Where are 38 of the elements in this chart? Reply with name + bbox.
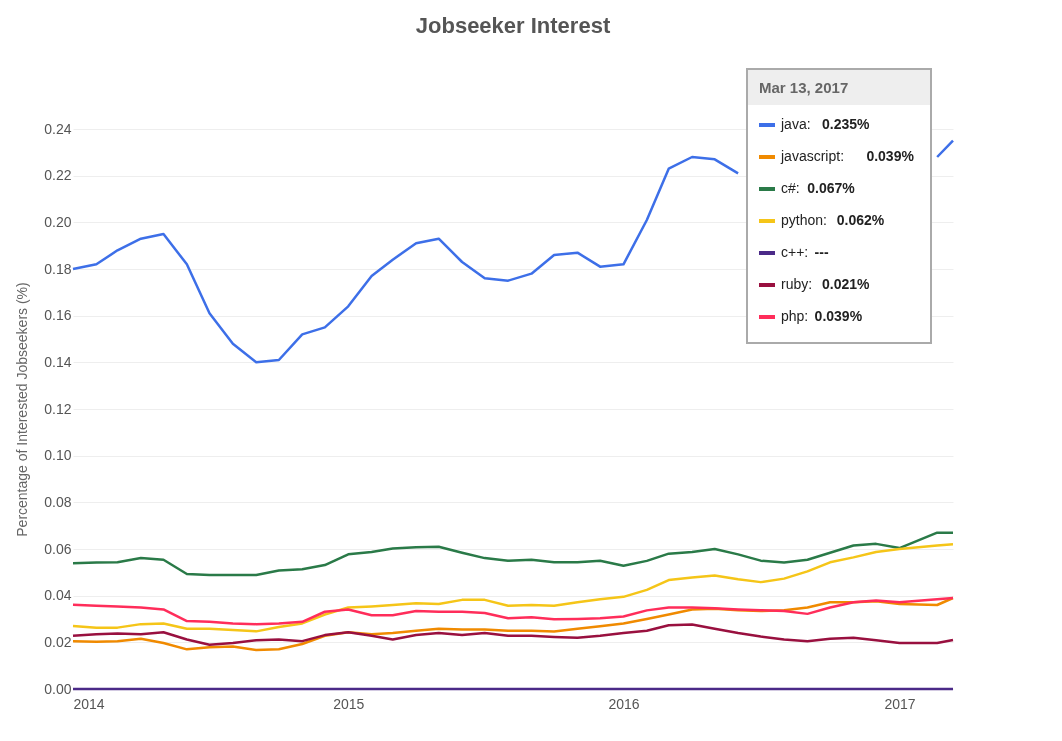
legend-title: Mar 13, 2017 (759, 79, 849, 96)
annotation: 0.235% (822, 116, 871, 132)
legend-label: ruby: (781, 276, 813, 292)
legend-label: php: (781, 308, 809, 324)
y-tick-label: 0.00 (44, 680, 72, 697)
y-tick-label: 0.14 (44, 353, 72, 370)
y-tick-label: 0.02 (44, 633, 72, 650)
line-series (71, 596, 955, 626)
x-tick-label: 2016 (608, 695, 640, 712)
y-axis-title: Percentage of Interested Jobseekers (%) (14, 282, 31, 537)
y-tick-label: 0.24 (44, 120, 72, 137)
chart-title: Jobseeker Interest (415, 13, 611, 38)
y-tick-label: 0.04 (44, 587, 72, 604)
y-tick-label: 0.18 (44, 260, 72, 277)
legend-label: javascript: (780, 148, 845, 164)
y-tick-label: 0.10 (44, 447, 72, 464)
annotation: --- (814, 244, 829, 260)
legend-label: python: (781, 212, 827, 228)
y-tick-label: 0.16 (44, 307, 72, 324)
line-series (71, 531, 955, 577)
y-tick-label: 0.06 (44, 540, 72, 557)
annotation: 0.039% (814, 308, 863, 324)
y-tick-label: 0.20 (44, 213, 72, 230)
annotation: 0.062% (836, 212, 885, 228)
legend-label: c++: (781, 244, 809, 260)
annotation: 0.039% (866, 148, 915, 164)
y-tick-label: 0.12 (44, 400, 72, 417)
annotation: 0.021% (822, 276, 871, 292)
x-tick-label: 2017 (884, 695, 916, 712)
annotation: 0.067% (807, 180, 856, 196)
legend-label: java: (780, 116, 811, 132)
line-series (71, 623, 955, 646)
y-tick-label: 0.08 (44, 493, 72, 510)
x-tick-label: 2015 (333, 695, 365, 712)
line-series (71, 543, 955, 633)
legend-label: c#: (781, 180, 800, 196)
x-tick-label: 2014 (73, 695, 105, 712)
y-tick-label: 0.22 (44, 167, 72, 184)
